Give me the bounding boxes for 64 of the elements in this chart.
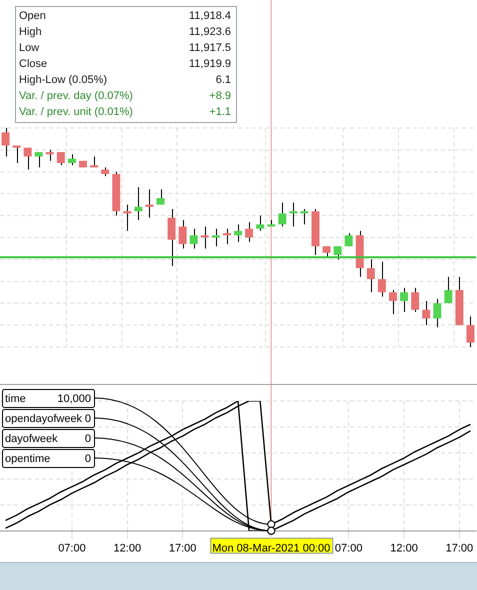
x-tick-label: 07:00 <box>58 542 86 554</box>
text: 11,917.5 <box>188 42 231 54</box>
candlestick <box>190 228 198 249</box>
candlestick <box>378 261 386 298</box>
annotation: 0 <box>84 433 91 446</box>
annotation: time <box>5 393 26 406</box>
candlestick <box>466 316 474 348</box>
candlestick <box>212 228 220 247</box>
text: 11,923.6 <box>188 26 231 38</box>
candlestick <box>344 232 353 247</box>
candlestick <box>433 298 442 328</box>
candlestick <box>56 152 65 166</box>
x-tick-label: 12:00 <box>114 542 142 554</box>
x-tick-label: 17:00 <box>446 542 474 554</box>
text: Var. / prev. day (0.07%) <box>19 90 133 102</box>
candlestick <box>278 202 286 228</box>
text: Low <box>19 42 40 54</box>
text: +8.9 <box>209 90 231 102</box>
candlestick <box>68 154 76 166</box>
candlestick <box>178 219 187 249</box>
text: High-Low (0.05%) <box>19 74 108 86</box>
annotation: opentime <box>5 453 50 466</box>
x-tick-label: Mon 08-Mar-2021 00:00 <box>212 542 330 554</box>
candlestick <box>422 300 430 326</box>
candlestick <box>300 208 308 225</box>
candlestick <box>24 147 32 170</box>
candlestick <box>90 156 98 168</box>
candlestick <box>234 224 242 242</box>
annotation: 0 <box>84 453 91 466</box>
text: 6.1 <box>216 74 231 86</box>
candlestick <box>156 188 164 206</box>
text: Var. / prev. unit (0.01%) <box>19 106 133 118</box>
candlestick <box>411 287 420 312</box>
candlestick <box>200 226 209 249</box>
candlestick <box>2 128 10 157</box>
text: +1.1 <box>209 106 231 118</box>
text: Open <box>19 10 46 22</box>
candlestick <box>222 228 231 245</box>
candlestick <box>34 152 43 168</box>
annotation: opendayofweek <box>5 413 83 426</box>
candlestick <box>12 145 21 164</box>
x-tick-label: 17:00 <box>168 542 196 554</box>
candlestick <box>145 188 154 218</box>
candlestick <box>46 149 54 162</box>
text: High <box>19 26 42 38</box>
candlestick <box>256 215 264 232</box>
candlestick <box>388 290 397 315</box>
candlestick <box>123 204 132 232</box>
candlestick <box>366 258 375 293</box>
text: 11,918.4 <box>188 10 231 22</box>
candlestick <box>444 276 452 304</box>
candlestick <box>168 208 176 266</box>
annotation: dayofweek <box>5 433 58 446</box>
text: Close <box>19 58 48 70</box>
candlestick <box>245 222 254 242</box>
candlestick <box>334 246 342 260</box>
annotation: 0 <box>84 413 91 426</box>
x-tick-label: 07:00 <box>334 542 362 554</box>
candlestick <box>400 287 408 312</box>
x-tick-label: 12:00 <box>390 542 418 554</box>
text: 11,919.9 <box>188 58 231 70</box>
candlestick <box>289 202 298 228</box>
annotation: 10,000 <box>57 393 91 406</box>
candlestick <box>134 186 142 220</box>
